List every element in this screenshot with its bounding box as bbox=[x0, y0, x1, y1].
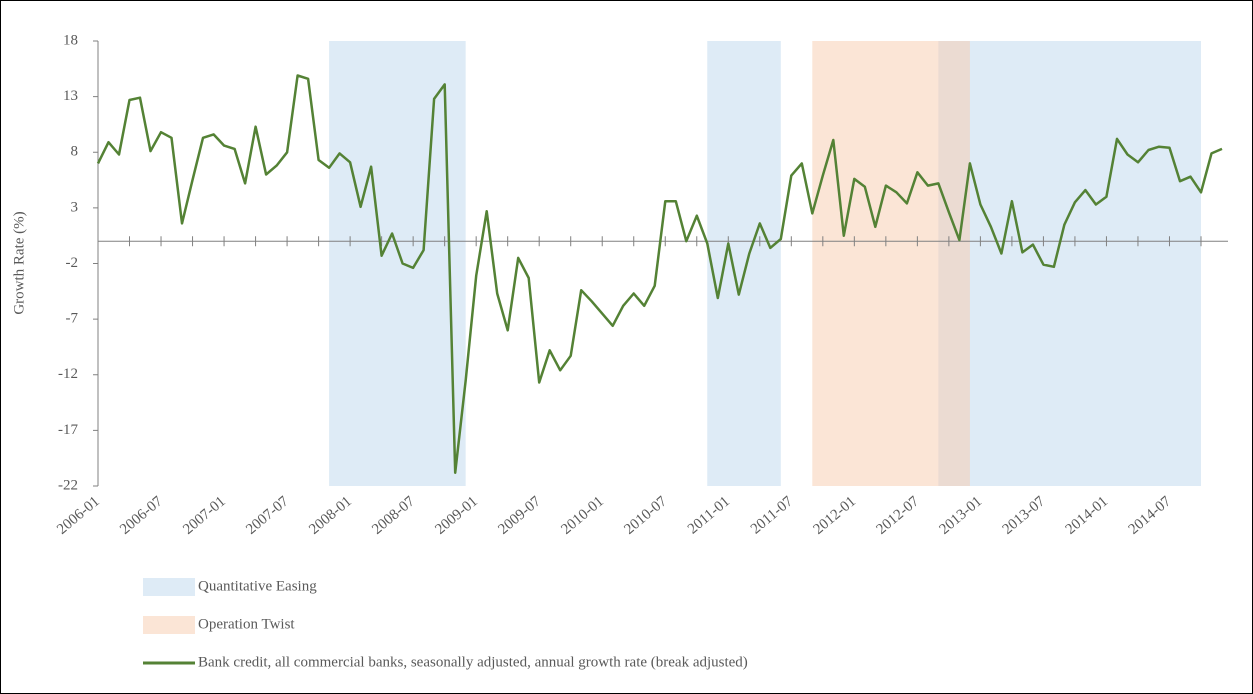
legend-label: Operation Twist bbox=[198, 616, 295, 632]
y-tick-label: -17 bbox=[58, 422, 78, 438]
y-tick-label: 8 bbox=[71, 144, 79, 160]
y-tick-label: -12 bbox=[58, 366, 78, 382]
y-tick-label: 3 bbox=[71, 199, 79, 215]
legend-label: Quantitative Easing bbox=[198, 578, 317, 594]
shaded-region bbox=[938, 41, 1201, 486]
y-tick-label: -22 bbox=[58, 477, 78, 493]
y-tick-label: -2 bbox=[66, 255, 79, 271]
shaded-region bbox=[329, 41, 466, 486]
legend-swatch bbox=[143, 578, 195, 596]
shaded-region bbox=[812, 41, 970, 486]
legend-label: Bank credit, all commercial banks, seaso… bbox=[198, 654, 748, 670]
y-axis-label: Growth Rate (%) bbox=[11, 211, 27, 314]
y-tick-label: 18 bbox=[63, 32, 78, 48]
line bbox=[96, 74, 1223, 474]
shaded-region bbox=[707, 41, 781, 486]
legend-swatch bbox=[143, 616, 195, 634]
y-tick-label: 13 bbox=[63, 88, 78, 104]
y-tick-label: -7 bbox=[66, 311, 79, 327]
